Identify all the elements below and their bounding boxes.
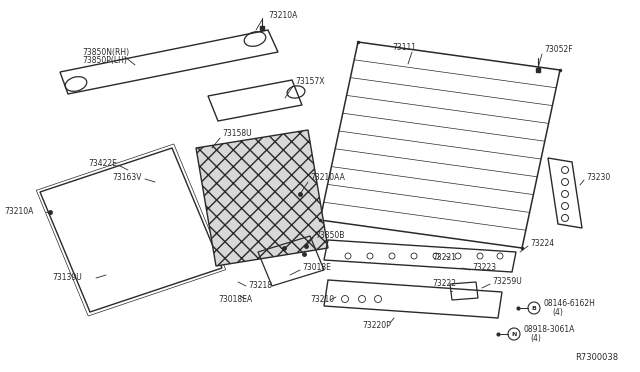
Text: 73158U: 73158U — [222, 129, 252, 138]
Text: 73850B: 73850B — [315, 231, 344, 241]
Text: 08918-3061A: 08918-3061A — [524, 326, 575, 334]
Text: 73230: 73230 — [586, 173, 611, 183]
Text: 73157X: 73157X — [295, 77, 324, 87]
Circle shape — [367, 253, 373, 259]
Text: (4): (4) — [552, 308, 563, 317]
Circle shape — [374, 295, 381, 302]
Text: 73018E: 73018E — [302, 263, 331, 273]
Text: 73210A: 73210A — [268, 12, 298, 20]
Circle shape — [358, 295, 365, 302]
Text: B: B — [532, 305, 536, 311]
Text: 73218: 73218 — [248, 282, 272, 291]
Circle shape — [497, 253, 503, 259]
Text: 73850N(RH): 73850N(RH) — [82, 48, 129, 57]
Text: 73210A: 73210A — [4, 208, 33, 217]
Circle shape — [477, 253, 483, 259]
Text: 73111: 73111 — [392, 44, 416, 52]
Text: 73052F: 73052F — [544, 45, 573, 55]
Text: 08146-6162H: 08146-6162H — [544, 299, 596, 308]
Text: 73210: 73210 — [310, 295, 334, 305]
Circle shape — [389, 253, 395, 259]
Text: 73224: 73224 — [530, 240, 554, 248]
Text: 73163V: 73163V — [112, 173, 141, 183]
Text: 73259U: 73259U — [492, 278, 522, 286]
Text: 73210AA: 73210AA — [310, 173, 345, 183]
Text: 73222: 73222 — [432, 279, 456, 289]
Circle shape — [433, 253, 439, 259]
Text: 73221: 73221 — [432, 253, 456, 263]
Text: R7300038: R7300038 — [575, 353, 618, 362]
Text: (4): (4) — [530, 334, 541, 343]
Circle shape — [411, 253, 417, 259]
Circle shape — [455, 253, 461, 259]
Circle shape — [345, 253, 351, 259]
Text: 73018EA: 73018EA — [218, 295, 252, 305]
Text: 73139U: 73139U — [52, 273, 82, 282]
Text: 73422E: 73422E — [88, 158, 117, 167]
Text: 73220P: 73220P — [362, 321, 391, 330]
Circle shape — [342, 295, 349, 302]
Text: 73223: 73223 — [472, 263, 496, 273]
Polygon shape — [196, 130, 328, 266]
Text: N: N — [511, 331, 516, 337]
Text: 73850P(LH): 73850P(LH) — [82, 55, 127, 64]
